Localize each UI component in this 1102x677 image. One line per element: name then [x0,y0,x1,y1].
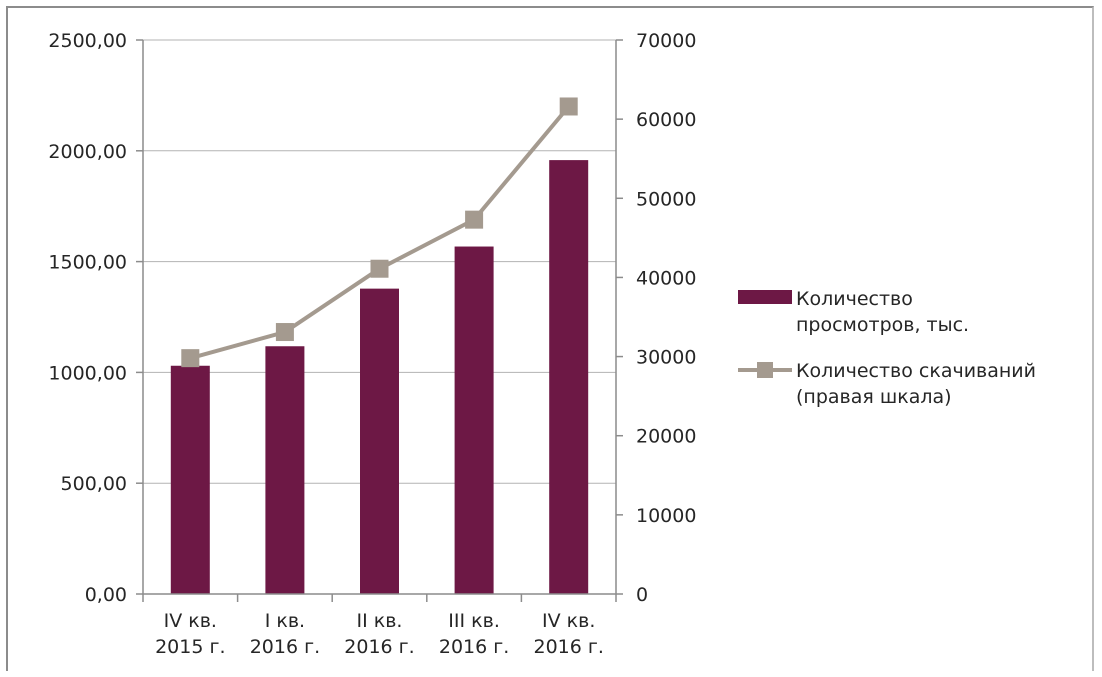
category-labels: IV кв. 2015 г. I кв. 2016 г. II кв. 2016 г. II… [155,610,604,658]
category-label: IV кв. 2016 г. [533,610,603,658]
legend-label-bar: Количество просмотров, тыс. [796,288,969,336]
category-label: III кв. 2016 г. [439,610,509,658]
bar [454,246,494,595]
bar [360,288,399,594]
chart-frame [6,6,1094,671]
left-tick-label: 0,00 [85,584,127,606]
bar [549,160,589,595]
left-tick-label: 1500,00 [48,252,127,274]
bar [170,365,210,594]
bar-series [170,160,589,595]
legend-swatch-marker [757,362,773,378]
legend-swatch-bar [738,290,792,304]
left-tick-label: 2500,00 [48,30,127,52]
left-axis-tick-labels: 0,00 500,00 1000,00 1500,00 2000,00 2500,00 [48,30,127,606]
left-tick-label: 500,00 [61,473,127,495]
left-tick-label: 1000,00 [48,362,127,384]
right-tick-label: 20000 [636,426,696,448]
line-marker [465,210,484,229]
right-tick-label: 60000 [636,109,696,131]
right-tick-label: 50000 [636,188,696,210]
category-label: II кв. 2016 г. [344,610,414,658]
legend: Количество просмотров, тыс. Количество ска… [738,288,1036,408]
line-series [181,97,578,368]
right-tick-label: 40000 [636,267,696,289]
right-tick-label: 0 [636,584,648,606]
line-marker [559,97,578,116]
line-marker [370,259,389,278]
line-marker [181,349,200,368]
bar [265,346,305,594]
legend-label-line: Количество скачиваний (правая шкала) [796,360,1036,408]
right-tick-label: 10000 [636,505,696,527]
right-tick-label: 70000 [636,30,696,52]
left-tick-label: 2000,00 [48,141,127,163]
category-label: IV кв. 2015 г. [155,610,225,658]
right-axis-tick-labels: 0 10000 20000 30000 40000 50000 60000 70000 [636,30,696,606]
category-label: I кв. 2016 г. [250,610,320,658]
right-tick-label: 30000 [636,347,696,369]
line-marker [275,323,294,342]
axes [136,39,623,602]
